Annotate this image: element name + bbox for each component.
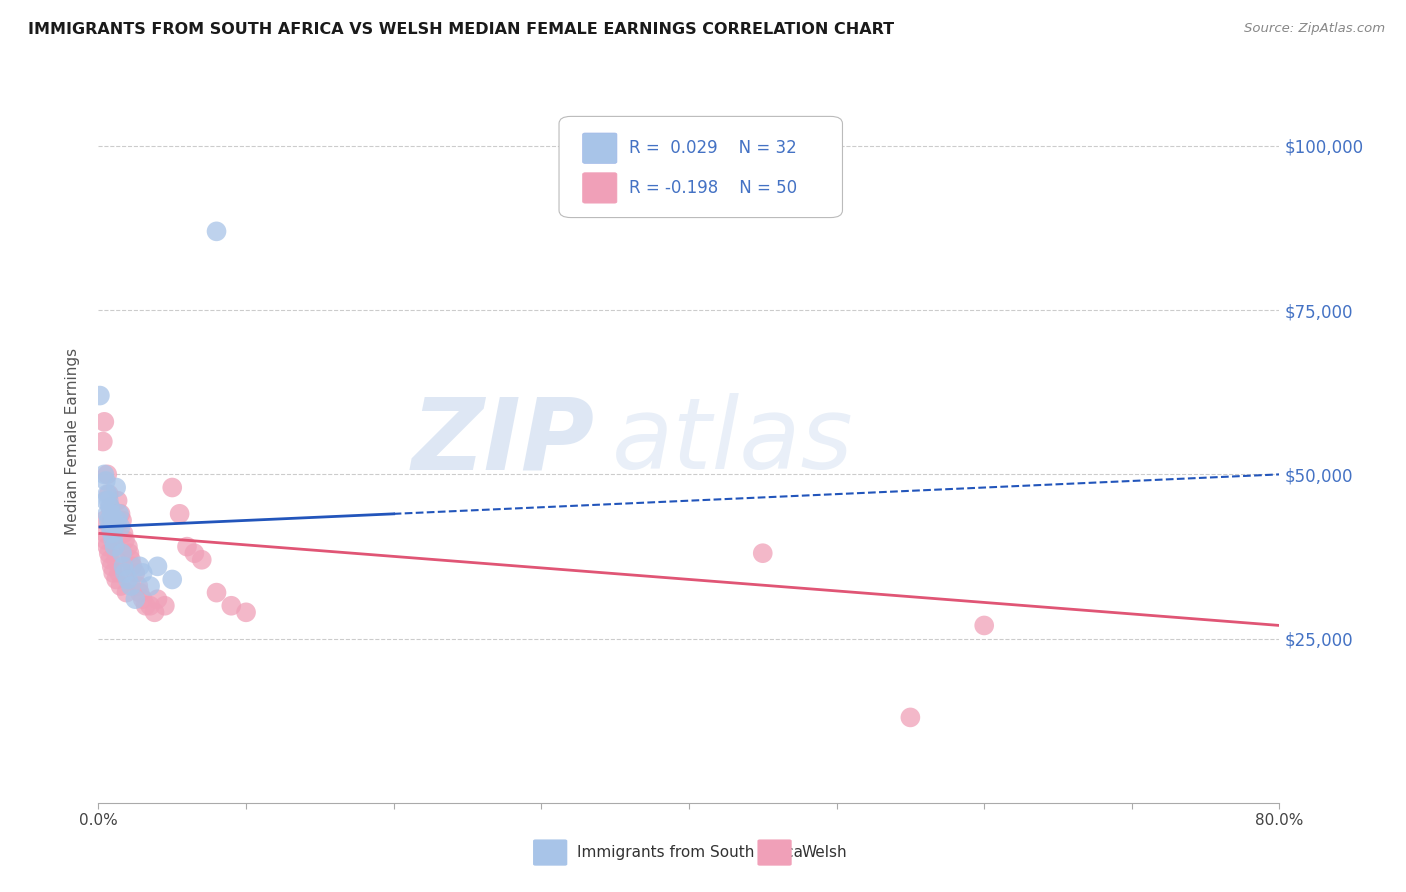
Point	[110, 579, 132, 593]
Point	[221, 599, 243, 613]
Y-axis label: Median Female Earnings: Median Female Earnings	[65, 348, 80, 535]
Point	[124, 592, 146, 607]
Point	[104, 520, 127, 534]
Point	[176, 540, 198, 554]
Point	[98, 520, 121, 534]
Point	[105, 553, 128, 567]
Point	[143, 605, 166, 619]
Point	[118, 546, 141, 560]
Point	[139, 599, 162, 613]
Point	[93, 467, 115, 482]
Point	[98, 553, 121, 567]
Point	[96, 467, 118, 482]
Point	[98, 500, 121, 515]
Point	[93, 513, 115, 527]
Point	[128, 559, 150, 574]
Point	[127, 579, 149, 593]
Point	[183, 546, 205, 560]
Point	[100, 507, 122, 521]
Point	[135, 599, 157, 613]
Point	[146, 559, 169, 574]
Point	[96, 487, 118, 501]
Point	[96, 540, 118, 554]
Point	[162, 481, 183, 495]
Point	[93, 415, 115, 429]
Point	[153, 599, 176, 613]
Point	[169, 507, 191, 521]
Point	[162, 573, 183, 587]
FancyBboxPatch shape	[560, 117, 842, 218]
Point	[94, 526, 117, 541]
Point	[900, 710, 922, 724]
Point	[120, 553, 142, 567]
Point	[104, 540, 127, 554]
Point	[115, 585, 138, 599]
Point	[121, 559, 143, 574]
Point	[114, 533, 136, 547]
Point	[97, 513, 120, 527]
Point	[110, 507, 132, 521]
Point	[103, 526, 125, 541]
Point	[103, 533, 125, 547]
Text: IMMIGRANTS FROM SOUTH AFRICA VS WELSH MEDIAN FEMALE EARNINGS CORRELATION CHART: IMMIGRANTS FROM SOUTH AFRICA VS WELSH ME…	[28, 22, 894, 37]
Point	[111, 513, 134, 527]
Text: R =  0.029    N = 32: R = 0.029 N = 32	[628, 139, 796, 157]
Point	[105, 481, 128, 495]
FancyBboxPatch shape	[758, 839, 792, 865]
FancyBboxPatch shape	[582, 173, 617, 203]
Point	[98, 500, 121, 515]
Point	[94, 474, 117, 488]
Point	[108, 507, 131, 521]
Point	[100, 526, 122, 541]
Point	[235, 605, 257, 619]
Point	[205, 585, 228, 599]
Point	[124, 566, 146, 580]
Text: atlas: atlas	[612, 393, 853, 490]
Point	[91, 434, 114, 449]
Point	[205, 224, 228, 238]
FancyBboxPatch shape	[582, 133, 617, 163]
Point	[973, 618, 995, 632]
Point	[105, 573, 128, 587]
Point	[132, 566, 155, 580]
Point	[104, 540, 127, 554]
Point	[96, 507, 118, 521]
Point	[97, 493, 120, 508]
Point	[132, 592, 155, 607]
Text: Immigrants from South Africa: Immigrants from South Africa	[576, 845, 803, 860]
Point	[117, 540, 139, 554]
Point	[128, 585, 150, 599]
Point	[89, 388, 111, 402]
Point	[111, 546, 134, 560]
Point	[94, 493, 117, 508]
Point	[139, 579, 162, 593]
Point	[117, 573, 139, 587]
Point	[108, 566, 131, 580]
FancyBboxPatch shape	[533, 839, 567, 865]
Point	[112, 559, 135, 574]
Point	[146, 592, 169, 607]
Point	[110, 520, 132, 534]
Point	[103, 513, 125, 527]
Point	[114, 566, 136, 580]
Point	[107, 493, 129, 508]
Point	[752, 546, 775, 560]
Text: ZIP: ZIP	[412, 393, 595, 490]
Text: Source: ZipAtlas.com: Source: ZipAtlas.com	[1244, 22, 1385, 36]
Point	[100, 559, 122, 574]
Point	[97, 546, 120, 560]
Point	[191, 553, 214, 567]
Point	[100, 513, 122, 527]
Point	[103, 566, 125, 580]
Text: Welsh: Welsh	[801, 845, 846, 860]
Point	[112, 526, 135, 541]
Point	[120, 579, 142, 593]
Point	[107, 513, 129, 527]
Text: R = -0.198    N = 50: R = -0.198 N = 50	[628, 179, 797, 197]
Point	[94, 533, 117, 547]
Point	[97, 487, 120, 501]
